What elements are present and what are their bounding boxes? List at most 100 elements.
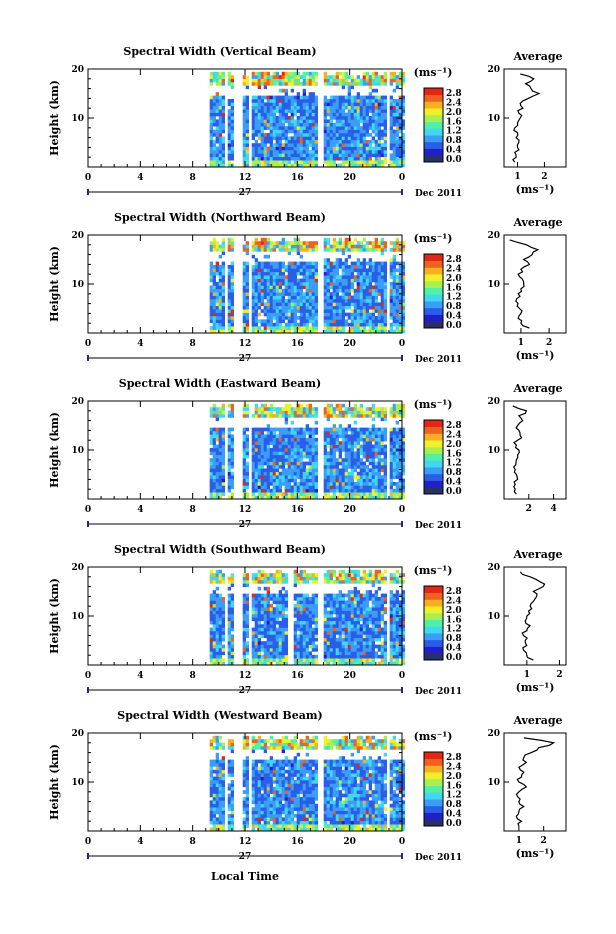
heatmap-cell (300, 96, 303, 100)
heatmap-cell (330, 245, 333, 249)
heatmap-cell (366, 79, 369, 83)
heatmap-cell (393, 150, 396, 154)
heatmap-cell (315, 282, 318, 286)
heatmap-cell (366, 316, 369, 320)
heatmap-cell (390, 248, 393, 252)
heatmap-cell (381, 99, 384, 103)
colorbar-swatch (424, 433, 443, 440)
heatmap-cell (222, 451, 225, 455)
heatmap-cell (279, 638, 282, 642)
heatmap-cell (216, 133, 219, 137)
heatmap-cell (300, 607, 303, 611)
heatmap-cell (312, 489, 315, 493)
heatmap-cell (222, 634, 225, 638)
heatmap-cell (273, 279, 276, 283)
colorbar-swatch (424, 101, 443, 108)
heatmap-cell (378, 313, 381, 317)
heatmap-cell (393, 140, 396, 144)
heatmap-cell (378, 265, 381, 269)
heatmap-cell (327, 130, 330, 134)
y-tick-label: 10 (71, 446, 84, 456)
heatmap-cell (360, 79, 363, 83)
heatmap-cell (255, 123, 258, 127)
heatmap-cell (393, 434, 396, 438)
heatmap-cell (264, 326, 267, 330)
heatmap-cell (255, 299, 258, 303)
heatmap-cell (315, 306, 318, 310)
heatmap-cell (267, 475, 270, 479)
heatmap-cell (216, 268, 219, 272)
heatmap-cell (381, 143, 384, 147)
heatmap-cell (291, 79, 294, 83)
heatmap-cell (270, 468, 273, 472)
heatmap-cell (369, 296, 372, 300)
heatmap-cell (258, 458, 261, 462)
heatmap-cell (333, 445, 336, 449)
heatmap-cell (261, 241, 264, 245)
heatmap-cell (273, 482, 276, 486)
heatmap-cell (363, 79, 366, 83)
heatmap-cell (303, 143, 306, 147)
heatmap-cell (342, 106, 345, 110)
heatmap-cell (267, 126, 270, 130)
heatmap-cell (363, 326, 366, 330)
heatmap-cell (393, 275, 396, 279)
heatmap-cell (297, 248, 300, 252)
heatmap-cell (279, 106, 282, 110)
heatmap-cell (270, 316, 273, 320)
heatmap-cell (372, 313, 375, 317)
heatmap-cell (276, 285, 279, 289)
heatmap-cell (351, 79, 354, 83)
heatmap-cell (339, 289, 342, 293)
heatmap-cell (273, 262, 276, 266)
heatmap-cell (273, 489, 276, 493)
heatmap-cell (345, 143, 348, 147)
heatmap-cell (348, 313, 351, 317)
heatmap-cell (222, 573, 225, 577)
heatmap-cell (285, 285, 288, 289)
heatmap-cell (258, 617, 261, 621)
heatmap-cell (393, 241, 396, 245)
heatmap-cell (375, 407, 378, 411)
heatmap-cell (300, 438, 303, 442)
heatmap-cell (231, 465, 234, 469)
heatmap-cell (306, 445, 309, 449)
heatmap-cell (258, 285, 261, 289)
heatmap-cell (306, 438, 309, 442)
heatmap-cell (279, 299, 282, 303)
heatmap-cell (330, 123, 333, 127)
heatmap-cell (354, 451, 357, 455)
heatmap-cell (264, 479, 267, 483)
heatmap-cell (297, 407, 300, 411)
heatmap-cell (210, 82, 213, 86)
heatmap-cell (213, 590, 216, 594)
heatmap-cell (390, 75, 393, 79)
heatmap-cell (366, 441, 369, 445)
heatmap-cell (336, 79, 339, 83)
heatmap-cell (306, 472, 309, 476)
heatmap-cell (327, 404, 330, 408)
heatmap-cell (282, 72, 285, 76)
heatmap-cell (375, 326, 378, 330)
heatmap-cell (228, 265, 231, 269)
heatmap-cell (345, 160, 348, 164)
heatmap-cell (342, 326, 345, 330)
heatmap-cells (210, 72, 405, 168)
heatmap-cell (279, 648, 282, 652)
heatmap-cell (342, 414, 345, 418)
heatmap-cell (255, 611, 258, 615)
heatmap-cell (330, 265, 333, 269)
heatmap-cell (396, 75, 399, 79)
heatmap-cell (270, 438, 273, 442)
heatmap-cell (294, 638, 297, 642)
heatmap-cell (348, 136, 351, 140)
heatmap-cell (324, 143, 327, 147)
heatmap-cell (378, 248, 381, 252)
heatmap-cell (261, 465, 264, 469)
heatmap-cell (384, 472, 387, 476)
heatmap-cell (324, 75, 327, 79)
heatmap-cell (357, 157, 360, 161)
heatmap-cell (342, 445, 345, 449)
heatmap-cell (372, 299, 375, 303)
heatmap-cell (390, 455, 393, 459)
